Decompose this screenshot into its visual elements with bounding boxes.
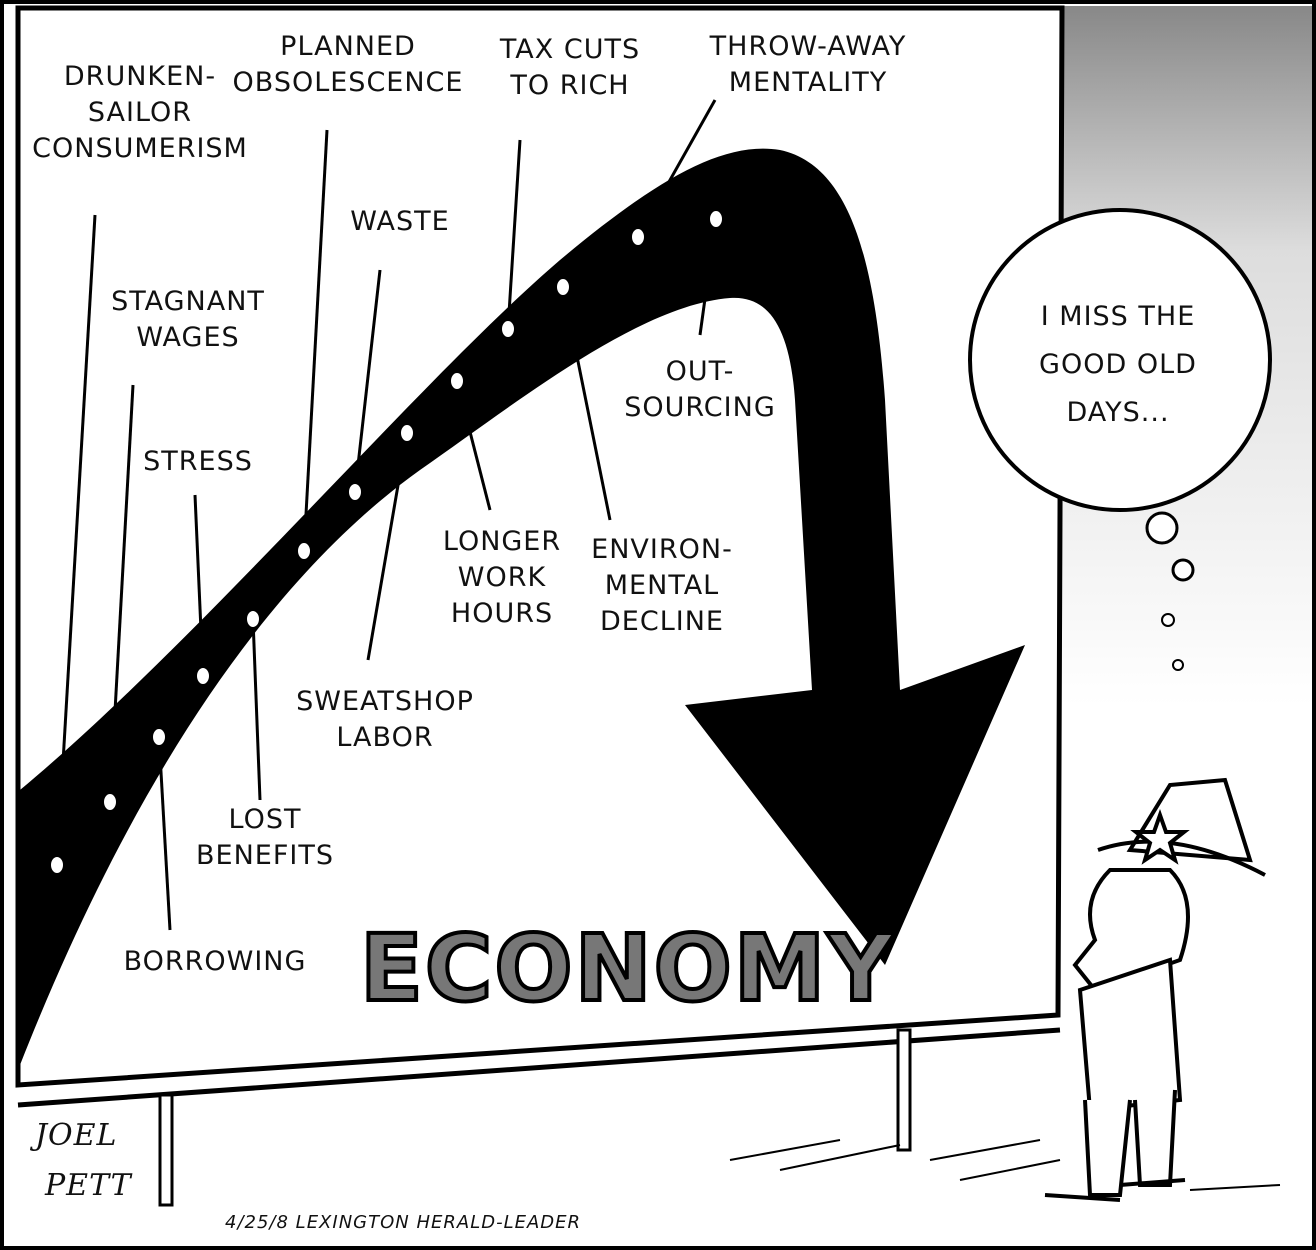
label: OBSOLESCENCE xyxy=(233,67,464,98)
thought-text: I MISS THE xyxy=(1041,301,1196,332)
label: STRESS xyxy=(143,446,253,477)
label: SWEATSHOP xyxy=(296,686,474,717)
label: STAGNANT xyxy=(111,286,265,317)
pointer-dot xyxy=(50,856,64,874)
pointer-dot xyxy=(631,228,645,246)
board-leg xyxy=(898,1030,910,1150)
pointer-dot xyxy=(501,320,515,338)
label: SAILOR xyxy=(88,97,192,128)
pointer-dot xyxy=(556,278,570,296)
pointer-dot xyxy=(348,483,362,501)
pointer-dot xyxy=(246,610,260,628)
label: TAX CUTS xyxy=(499,34,640,65)
credit: 4/25/8 LEXINGTON HERALD-LEADER xyxy=(225,1212,581,1233)
label: ENVIRON- xyxy=(591,534,733,565)
thought-dot xyxy=(1147,513,1177,543)
pointer-dot xyxy=(297,542,311,560)
signature: JOEL xyxy=(29,1118,117,1153)
pointer-dot xyxy=(709,210,723,228)
label: BORROWING xyxy=(124,946,307,977)
label: SOURCING xyxy=(624,392,776,423)
label: CONSUMERISM xyxy=(32,133,248,164)
thought-text: DAYS... xyxy=(1066,397,1169,428)
pointer-dot xyxy=(400,424,414,442)
label: TO RICH xyxy=(509,70,629,101)
label: WORK xyxy=(458,562,547,593)
cartoon: ECONOMY JOEL PETT 4/25/8 LEXINGTON HERAL… xyxy=(0,0,1316,1250)
label: PLANNED xyxy=(280,31,416,62)
label: THROW-AWAY xyxy=(709,31,907,62)
pointer-dot xyxy=(196,667,210,685)
label: DECLINE xyxy=(600,606,724,637)
pointer-dot xyxy=(152,728,166,746)
label: BENEFITS xyxy=(196,840,334,871)
label: MENTALITY xyxy=(729,67,887,98)
label: DRUNKEN- xyxy=(64,61,216,92)
board-leg xyxy=(160,1095,172,1205)
label: WASTE xyxy=(350,206,449,237)
thought-dot xyxy=(1173,560,1193,580)
label: LOST xyxy=(229,804,302,835)
signature: PETT xyxy=(44,1168,133,1203)
label: LABOR xyxy=(336,722,433,753)
label: HOURS xyxy=(451,598,553,629)
pointer-dot xyxy=(103,793,117,811)
board-title: ECONOMY xyxy=(360,915,896,1022)
pointer-dot xyxy=(450,372,464,390)
label: OUT- xyxy=(666,356,735,387)
thought-dot xyxy=(1173,660,1183,670)
label: MENTAL xyxy=(605,570,719,601)
label: LONGER xyxy=(443,526,561,557)
thought-dot xyxy=(1162,614,1174,626)
thought-text: GOOD OLD xyxy=(1039,349,1197,380)
label: WAGES xyxy=(136,322,239,353)
